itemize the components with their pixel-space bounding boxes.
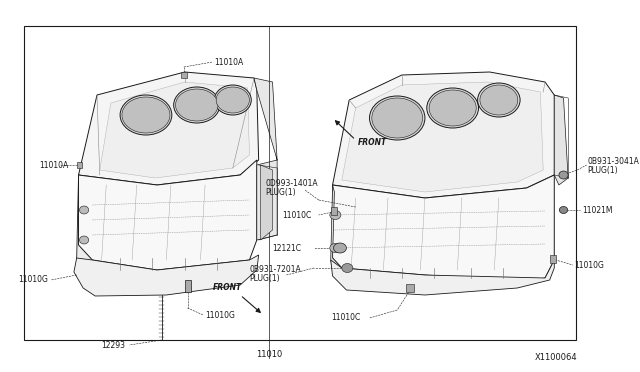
Text: 12121C: 12121C: [273, 244, 301, 253]
Ellipse shape: [175, 89, 218, 121]
Ellipse shape: [216, 87, 250, 113]
Text: 0D993-1401A: 0D993-1401A: [265, 179, 317, 187]
Ellipse shape: [427, 88, 479, 128]
Polygon shape: [79, 72, 259, 185]
Ellipse shape: [79, 236, 89, 244]
Text: 11010C: 11010C: [331, 314, 360, 323]
Polygon shape: [554, 95, 568, 185]
Polygon shape: [550, 255, 556, 263]
Text: 0B931-3041A: 0B931-3041A: [588, 157, 639, 166]
Ellipse shape: [372, 98, 422, 138]
Text: FRONT: FRONT: [358, 138, 387, 147]
Text: PLUG(1): PLUG(1): [265, 187, 296, 196]
Text: 11010G: 11010G: [205, 311, 235, 320]
Text: PLUG(1): PLUG(1): [588, 166, 618, 174]
Polygon shape: [260, 165, 273, 240]
Polygon shape: [74, 255, 259, 296]
Polygon shape: [331, 185, 342, 278]
Ellipse shape: [330, 211, 341, 219]
Polygon shape: [79, 160, 257, 270]
Ellipse shape: [330, 244, 341, 253]
Bar: [24, 26, 577, 340]
Text: 11010A: 11010A: [214, 58, 244, 67]
Ellipse shape: [429, 90, 476, 126]
Ellipse shape: [333, 243, 346, 253]
Ellipse shape: [214, 85, 252, 115]
Polygon shape: [406, 284, 414, 292]
Text: 11010A: 11010A: [39, 160, 68, 170]
Polygon shape: [333, 72, 554, 198]
Polygon shape: [181, 72, 187, 78]
Text: 11010G: 11010G: [575, 260, 604, 269]
Polygon shape: [77, 162, 82, 168]
Text: PLUG(1): PLUG(1): [250, 275, 280, 283]
Polygon shape: [342, 82, 543, 192]
Text: 0B931-7201A: 0B931-7201A: [250, 266, 301, 275]
Ellipse shape: [342, 263, 353, 273]
Ellipse shape: [369, 96, 425, 140]
Ellipse shape: [559, 171, 568, 179]
Polygon shape: [331, 260, 554, 295]
Polygon shape: [331, 207, 337, 215]
Polygon shape: [100, 82, 250, 178]
Text: 11021M: 11021M: [582, 205, 612, 215]
Ellipse shape: [559, 206, 568, 214]
Text: 11010G: 11010G: [19, 276, 49, 285]
Polygon shape: [77, 175, 100, 288]
Text: X1100064: X1100064: [535, 353, 577, 362]
Ellipse shape: [120, 95, 172, 135]
Polygon shape: [333, 175, 554, 282]
Text: FRONT: FRONT: [212, 283, 242, 292]
Text: 11010C: 11010C: [282, 211, 311, 219]
Polygon shape: [185, 280, 191, 292]
Ellipse shape: [480, 85, 518, 115]
Text: 11010: 11010: [256, 350, 282, 359]
Ellipse shape: [122, 97, 170, 133]
Ellipse shape: [79, 206, 89, 214]
Ellipse shape: [173, 87, 220, 123]
Ellipse shape: [477, 83, 520, 117]
Text: 12293: 12293: [102, 340, 125, 350]
Polygon shape: [254, 78, 277, 240]
